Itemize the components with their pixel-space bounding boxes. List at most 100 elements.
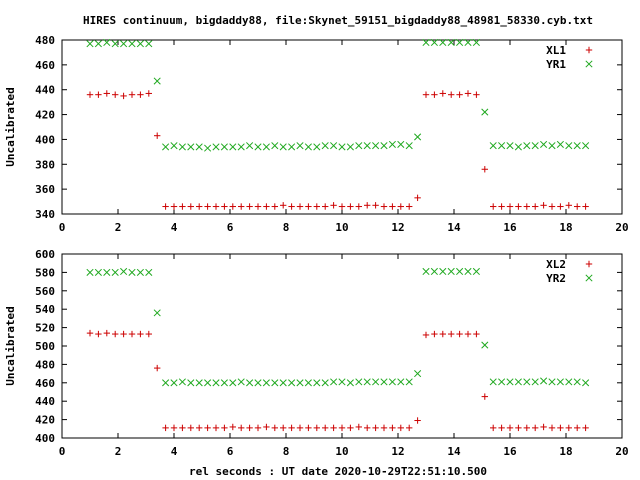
data-point (187, 203, 194, 210)
data-point (221, 203, 228, 210)
data-point (137, 91, 144, 98)
data-point (523, 424, 530, 432)
data-point (498, 203, 505, 210)
data-point (414, 133, 422, 141)
y-tick-label: 340 (35, 208, 55, 221)
data-point (372, 378, 380, 386)
data-point (439, 330, 446, 338)
x-tick-label: 10 (335, 445, 348, 458)
data-point (271, 379, 279, 387)
data-point (313, 379, 321, 387)
data-point (498, 142, 506, 150)
data-point (523, 378, 531, 386)
data-point (145, 90, 152, 97)
data-point (128, 40, 136, 48)
x-tick-label: 6 (227, 221, 234, 234)
data-point (456, 91, 463, 98)
data-point (422, 91, 430, 98)
series-XL1 (86, 90, 589, 210)
x-tick-label: 20 (615, 221, 628, 234)
data-point (363, 378, 371, 386)
data-point (136, 268, 144, 276)
data-point (330, 424, 337, 432)
data-point (170, 142, 178, 150)
data-point (506, 142, 514, 150)
data-point (153, 77, 161, 85)
y-tick-label: 380 (35, 158, 55, 171)
data-point (464, 267, 472, 276)
data-point (95, 91, 102, 98)
data-point (238, 203, 245, 210)
data-point (246, 142, 254, 150)
chart-panels: 0 2 4 6 8 10 12 14 16 18 2034036038040042044046048… (4, 34, 629, 458)
data-point (196, 424, 203, 432)
data-point (364, 202, 371, 209)
y-tick-label: 480 (35, 34, 55, 47)
data-point (136, 40, 144, 48)
data-point (582, 142, 590, 150)
data-point (573, 142, 581, 150)
data-point (212, 143, 220, 151)
data-point (472, 267, 480, 276)
data-point (111, 268, 119, 276)
data-point (279, 143, 287, 151)
data-point (170, 379, 178, 387)
data-point (313, 424, 320, 432)
data-point (288, 143, 296, 151)
data-point (145, 268, 153, 276)
data-point (565, 142, 573, 150)
data-point (338, 378, 346, 386)
data-point (481, 166, 488, 173)
data-point (447, 38, 455, 47)
data-point (128, 91, 136, 98)
data-point (431, 91, 438, 98)
data-point (204, 144, 212, 152)
data-point (414, 194, 421, 202)
legend-marker (585, 46, 593, 54)
data-point (120, 267, 128, 276)
data-point (556, 378, 564, 386)
data-point (162, 424, 169, 432)
data-point (262, 379, 270, 387)
data-point (380, 378, 388, 386)
data-point (464, 38, 472, 47)
data-point (338, 203, 346, 210)
x-tick-label: 18 (559, 221, 572, 234)
y-tick-label: 440 (35, 395, 55, 408)
data-point (430, 267, 438, 276)
data-point (246, 379, 254, 387)
data-point (414, 417, 421, 424)
data-point (280, 202, 287, 209)
data-point (490, 424, 497, 432)
y-tick-label: 400 (35, 432, 55, 445)
x-tick-label: 12 (391, 445, 404, 458)
data-point (582, 203, 589, 210)
x-tick-label: 20 (615, 445, 628, 458)
x-tick-label: 4 (171, 445, 178, 458)
data-point (489, 142, 497, 150)
data-point (355, 142, 363, 150)
x-tick-label: 0 (59, 445, 66, 458)
data-point (154, 364, 161, 372)
data-point (523, 203, 530, 210)
data-point (288, 379, 296, 387)
data-point (548, 424, 556, 432)
data-point (305, 203, 312, 210)
y-tick-label: 560 (35, 285, 55, 298)
data-point (515, 203, 522, 210)
data-point (363, 142, 371, 150)
data-point (221, 424, 228, 432)
data-point (112, 330, 119, 338)
data-point (86, 268, 94, 276)
data-point (246, 203, 253, 210)
data-point (204, 379, 212, 387)
data-point (288, 424, 295, 432)
y-tick-label: 360 (35, 183, 55, 196)
data-point (296, 424, 304, 432)
data-point (103, 329, 110, 337)
data-point (271, 424, 278, 432)
data-point (246, 424, 253, 432)
data-point (296, 203, 304, 210)
data-point (447, 267, 455, 276)
